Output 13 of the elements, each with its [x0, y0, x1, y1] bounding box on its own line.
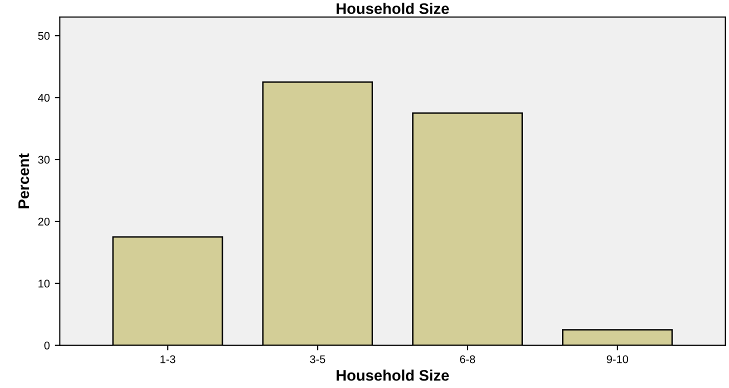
- x-tick-label: 3-5: [310, 355, 326, 364]
- y-tick-label: 0: [44, 342, 50, 350]
- y-tick-label: 20: [38, 218, 50, 226]
- x-tick-label: 1-3: [160, 355, 176, 364]
- chart-title: Household Size: [336, 2, 449, 14]
- y-axis-title: Percent: [18, 153, 30, 208]
- x-tick-label: 9-10: [606, 355, 628, 364]
- y-tick-label: 40: [38, 94, 50, 102]
- x-axis-title: Household Size: [336, 370, 449, 381]
- y-tick-label: 10: [38, 280, 50, 288]
- y-tick-label: 30: [38, 156, 50, 164]
- y-tick-label: 50: [38, 32, 50, 40]
- x-tick-label: 6-8: [460, 355, 476, 364]
